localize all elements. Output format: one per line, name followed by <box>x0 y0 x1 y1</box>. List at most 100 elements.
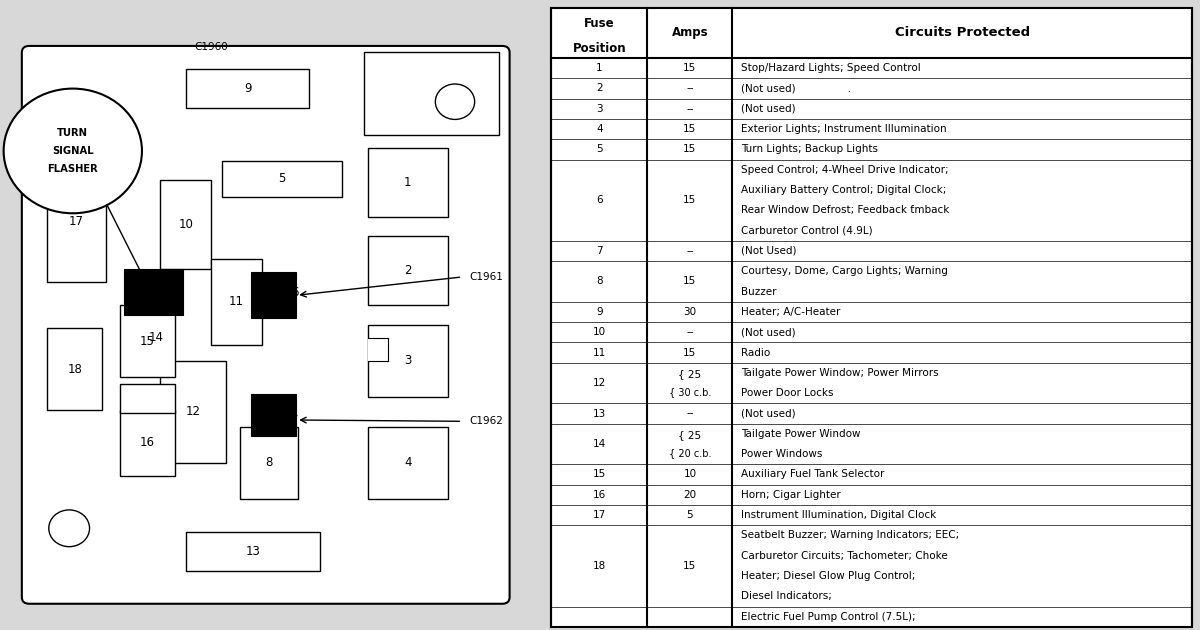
Text: 15: 15 <box>683 348 696 358</box>
Text: Circuits Protected: Circuits Protected <box>895 26 1030 39</box>
Text: C1960: C1960 <box>194 42 228 52</box>
Bar <box>364 52 499 135</box>
Text: 15: 15 <box>593 469 606 479</box>
Text: 30: 30 <box>683 307 696 317</box>
Circle shape <box>4 89 142 214</box>
Text: Carburetor Circuits; Tachometer; Choke: Carburetor Circuits; Tachometer; Choke <box>740 551 948 561</box>
Text: 10: 10 <box>593 327 606 337</box>
Text: 15: 15 <box>683 63 696 73</box>
Text: 14: 14 <box>593 439 606 449</box>
Text: --: -- <box>686 104 694 114</box>
Text: 7: 7 <box>596 246 602 256</box>
Text: (Not used): (Not used) <box>740 104 796 114</box>
Bar <box>47 161 106 282</box>
Text: 9: 9 <box>596 307 602 317</box>
Text: SIGNAL: SIGNAL <box>52 146 94 156</box>
Text: Speed Control; 4-Wheel Drive Indicator;: Speed Control; 4-Wheel Drive Indicator; <box>740 164 948 175</box>
Text: 4: 4 <box>404 456 412 469</box>
Bar <box>160 180 211 269</box>
Text: --: -- <box>686 408 694 418</box>
Text: C1961: C1961 <box>469 272 504 282</box>
Text: 2: 2 <box>404 264 412 277</box>
Text: 5: 5 <box>596 144 602 154</box>
Text: 15: 15 <box>683 124 696 134</box>
Text: Auxiliary Battery Control; Digital Clock;: Auxiliary Battery Control; Digital Clock… <box>740 185 947 195</box>
Text: 16: 16 <box>593 490 606 500</box>
Circle shape <box>436 84 475 120</box>
Text: Position: Position <box>572 42 626 55</box>
Text: FLASHER: FLASHER <box>48 164 98 175</box>
Bar <box>124 269 184 315</box>
Text: (Not Used): (Not Used) <box>740 246 797 256</box>
Text: (Not used)                .: (Not used) . <box>740 83 851 93</box>
Circle shape <box>49 510 90 547</box>
Bar <box>211 259 262 345</box>
Text: Instrument Illumination, Digital Clock: Instrument Illumination, Digital Clock <box>740 510 936 520</box>
Bar <box>367 236 448 305</box>
Text: 4: 4 <box>596 124 602 134</box>
Text: Heater; A/C-Heater: Heater; A/C-Heater <box>740 307 840 317</box>
Text: 2: 2 <box>596 83 602 93</box>
Bar <box>47 328 102 410</box>
Text: Auxiliary Fuel Tank Selector: Auxiliary Fuel Tank Selector <box>740 469 884 479</box>
Text: Tailgate Power Window: Tailgate Power Window <box>740 429 860 439</box>
Text: 3: 3 <box>596 104 602 114</box>
Text: Rear Window Defrost; Feedback ƭmback: Rear Window Defrost; Feedback ƭmback <box>740 205 949 215</box>
Bar <box>120 410 175 476</box>
Text: 15: 15 <box>140 335 155 348</box>
Text: 15: 15 <box>683 561 696 571</box>
Text: 6: 6 <box>292 285 299 299</box>
Text: Power Door Locks: Power Door Locks <box>740 388 833 398</box>
Text: 6: 6 <box>596 195 602 205</box>
Text: 1: 1 <box>404 176 412 188</box>
Text: (Not used): (Not used) <box>740 408 796 418</box>
Bar <box>367 427 448 499</box>
Text: Fuse: Fuse <box>584 17 614 30</box>
Bar <box>160 361 226 462</box>
Text: Radio: Radio <box>740 348 770 358</box>
Text: 5: 5 <box>686 510 694 520</box>
Text: 18: 18 <box>67 363 82 375</box>
Text: 10: 10 <box>179 218 193 231</box>
Text: 14: 14 <box>149 331 164 345</box>
Text: Exterior Lights; Instrument Illumination: Exterior Lights; Instrument Illumination <box>740 124 947 134</box>
Text: { 25: { 25 <box>678 369 702 379</box>
Bar <box>120 384 175 413</box>
Text: 9: 9 <box>244 82 251 95</box>
Text: Turn Lights; Backup Lights: Turn Lights; Backup Lights <box>740 144 878 154</box>
Text: { 30 c.b.: { 30 c.b. <box>668 387 712 397</box>
Text: C1962: C1962 <box>469 416 504 427</box>
Text: 13: 13 <box>593 408 606 418</box>
Bar <box>222 161 342 197</box>
Text: 13: 13 <box>246 545 260 558</box>
Bar <box>251 272 296 318</box>
Text: Heater; Diesel Glow Plug Control;: Heater; Diesel Glow Plug Control; <box>740 571 916 581</box>
Text: 12: 12 <box>186 405 200 418</box>
Text: 7: 7 <box>292 413 299 427</box>
Text: Buzzer: Buzzer <box>740 287 776 297</box>
Text: 18: 18 <box>593 561 606 571</box>
Bar <box>367 147 448 217</box>
Text: Horn; Cigar Lighter: Horn; Cigar Lighter <box>740 490 841 500</box>
Bar <box>367 325 448 397</box>
Text: Electric Fuel Pump Control (7.5L);: Electric Fuel Pump Control (7.5L); <box>740 612 916 622</box>
Text: Carburetor Control (4.9L): Carburetor Control (4.9L) <box>740 226 872 236</box>
Bar <box>240 427 299 499</box>
Text: Stop/Hazard Lights; Speed Control: Stop/Hazard Lights; Speed Control <box>740 63 920 73</box>
Text: 17: 17 <box>68 215 84 228</box>
Text: --: -- <box>686 246 694 256</box>
Text: 8: 8 <box>596 277 602 287</box>
Bar <box>367 338 388 361</box>
Text: 10: 10 <box>683 469 696 479</box>
Text: TURN: TURN <box>58 127 89 137</box>
Text: 12: 12 <box>593 378 606 388</box>
Text: Power Windows: Power Windows <box>740 449 822 459</box>
Text: (Not used): (Not used) <box>740 327 796 337</box>
Text: Seatbelt Buzzer; Warning Indicators; EEC;: Seatbelt Buzzer; Warning Indicators; EEC… <box>740 530 959 541</box>
Text: Amps: Amps <box>672 26 708 39</box>
Text: 8: 8 <box>265 456 274 469</box>
Text: 15: 15 <box>683 195 696 205</box>
Text: Diesel Indicators;: Diesel Indicators; <box>740 592 832 602</box>
Text: Courtesy, Dome, Cargo Lights; Warning: Courtesy, Dome, Cargo Lights; Warning <box>740 266 948 277</box>
Bar <box>251 394 296 437</box>
